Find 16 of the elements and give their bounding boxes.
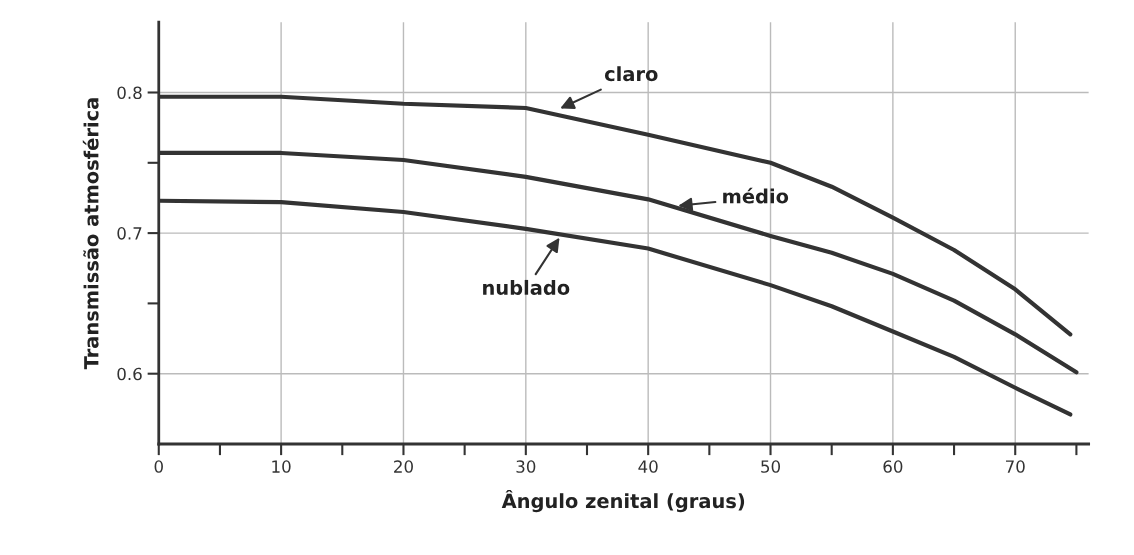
y-axis-title: Transmissão atmosférica (82, 98, 99, 370)
x-tick-label: 10 (272, 460, 291, 473)
annotation: médio (723, 187, 789, 204)
annotation: claro (604, 66, 658, 82)
x-tick-label: 70 (1005, 460, 1025, 473)
x-tick-label: 20 (394, 460, 413, 473)
y-tick-label: 0.6 (117, 367, 142, 381)
y-tick-label: 0.7 (117, 227, 142, 240)
y-tick-label: 0.8 (117, 86, 142, 100)
x-axis-title: Ângulo zenital (graus) (501, 489, 745, 513)
x-tick-label: 60 (883, 460, 903, 473)
x-tick-label: 30 (516, 460, 536, 473)
x-tick-label: 0 (154, 460, 163, 473)
x-tick-label: 50 (761, 460, 781, 473)
x-tick-label: 40 (638, 460, 658, 473)
annotation: nublado (483, 279, 570, 295)
